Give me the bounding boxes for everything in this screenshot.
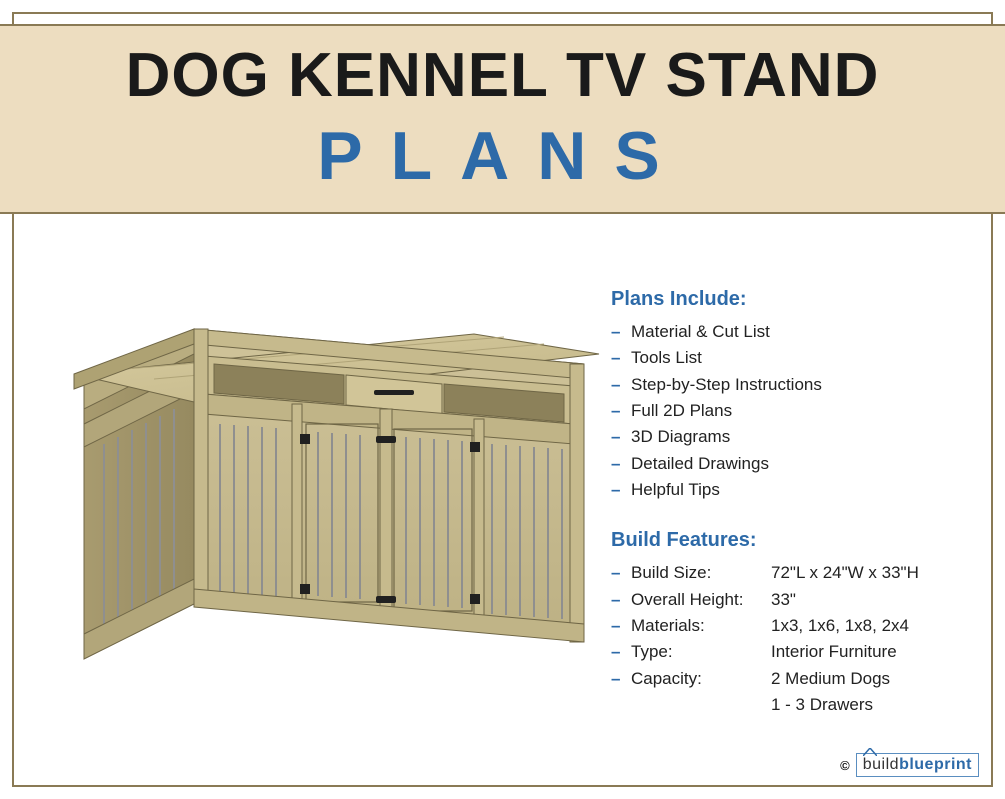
logo-text-blueprint: blueprint <box>899 756 972 773</box>
logo-box: buildblueprint <box>856 753 979 777</box>
list-item: Materials:1x3, 1x6, 1x8, 2x4 <box>611 613 961 639</box>
roof-icon <box>863 748 877 756</box>
page-subtitle: PLANS <box>311 117 693 195</box>
logo-text-build: build <box>863 756 899 773</box>
list-item: Tools List <box>611 345 961 371</box>
plans-include-heading: Plans Include: <box>611 284 961 315</box>
build-features-list: Build Size:72"L x 24"W x 33"H Overall He… <box>611 560 961 718</box>
list-item: Full 2D Plans <box>611 398 961 424</box>
build-features-heading: Build Features: <box>611 525 961 556</box>
page-title: DOG KENNEL TV STAND <box>0 26 1005 111</box>
list-item: Build Size:72"L x 24"W x 33"H <box>611 560 961 586</box>
list-item: Material & Cut List <box>611 319 961 345</box>
copyright-symbol: © <box>840 758 850 773</box>
list-item: Step-by-Step Instructions <box>611 372 961 398</box>
list-item: Detailed Drawings <box>611 451 961 477</box>
kennel-illustration <box>44 274 614 694</box>
list-item: Overall Height:33" <box>611 587 961 613</box>
subtitle-wrap: PLANS <box>0 117 1005 201</box>
list-item: Capacity:2 Medium Dogs1 - 3 Drawers <box>611 666 961 719</box>
footer-logo: © buildblueprint <box>840 753 979 777</box>
plans-include-list: Material & Cut List Tools List Step-by-S… <box>611 319 961 503</box>
list-item: 3D Diagrams <box>611 424 961 450</box>
list-item: Type:Interior Furniture <box>611 639 961 665</box>
page-frame: DOG KENNEL TV STAND PLANS <box>12 12 993 787</box>
info-panel: Plans Include: Material & Cut List Tools… <box>611 284 961 718</box>
list-item: Helpful Tips <box>611 477 961 503</box>
header-band: DOG KENNEL TV STAND PLANS <box>0 24 1005 214</box>
content-area: Plans Include: Material & Cut List Tools… <box>14 234 991 785</box>
